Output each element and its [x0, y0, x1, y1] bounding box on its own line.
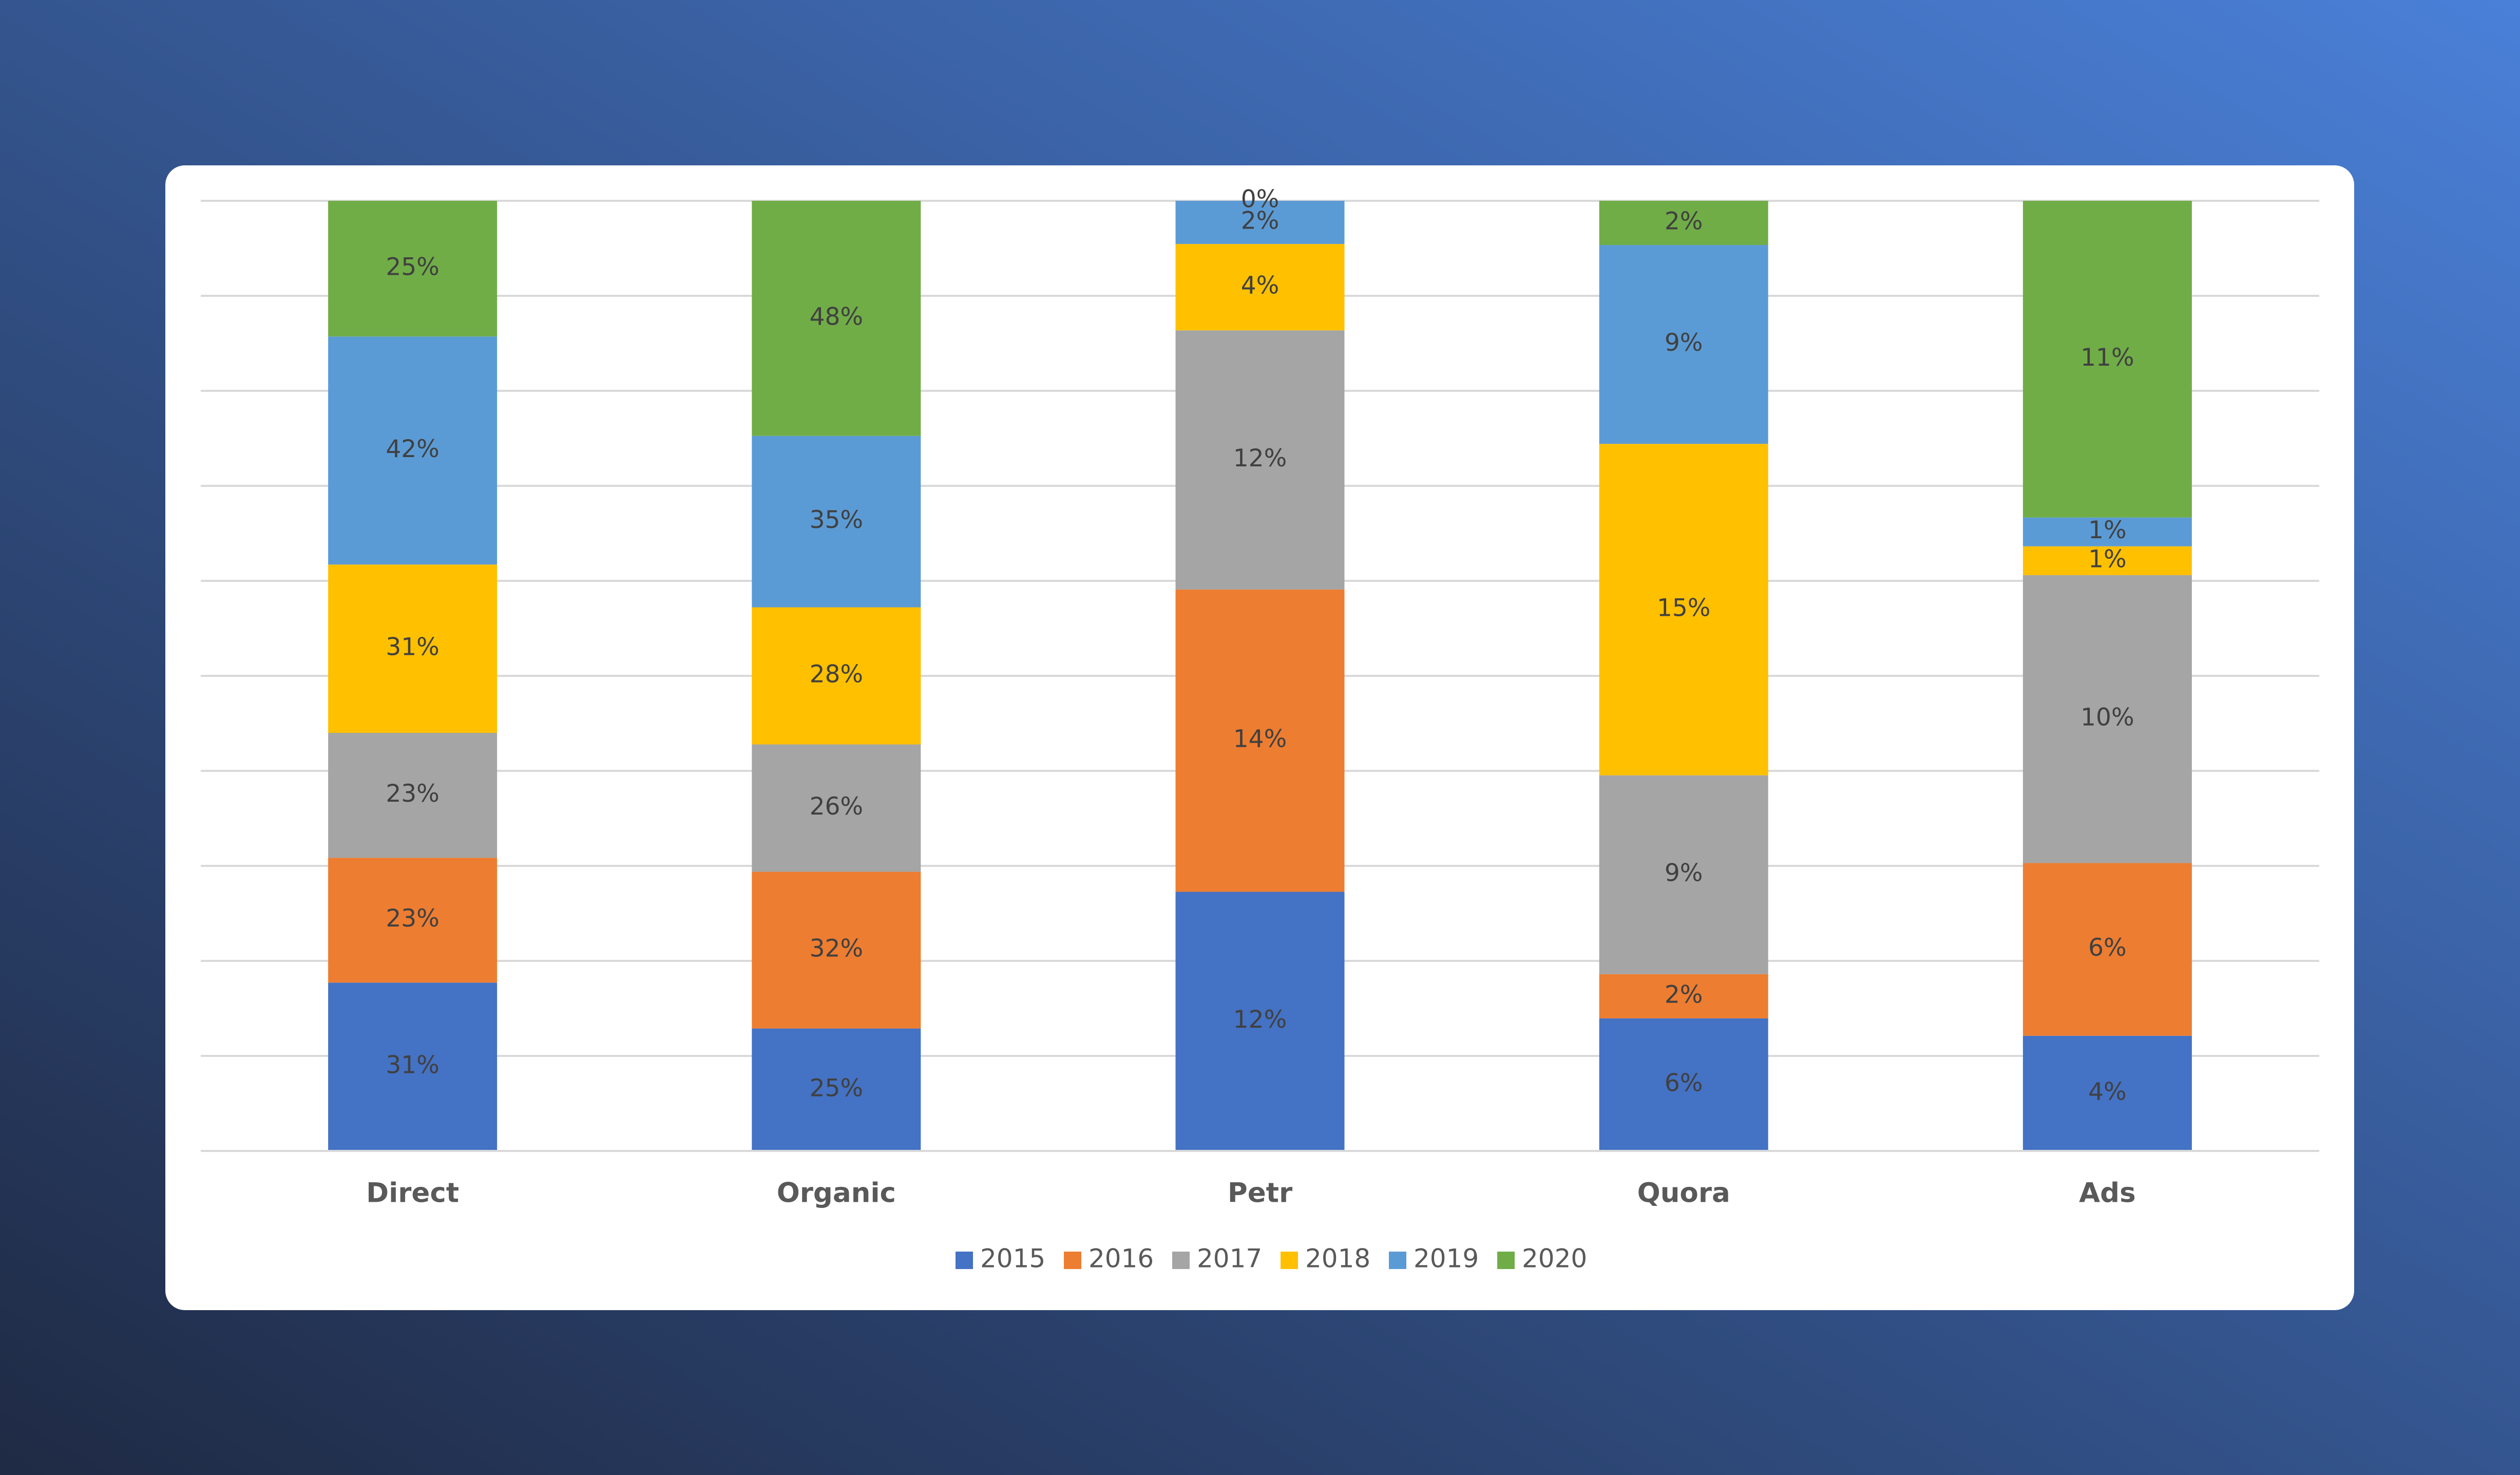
- bar-segment: [752, 607, 921, 745]
- bar-segment: [1599, 775, 1768, 974]
- data-label: 48%: [810, 302, 863, 331]
- bar-segment: [1175, 201, 1345, 244]
- data-label: 12%: [1233, 1006, 1287, 1034]
- x-tick-label: Organic: [777, 1178, 896, 1209]
- bar-segment: [1599, 974, 1768, 1018]
- bar-segment: [1599, 201, 1768, 245]
- bar-segment: [2022, 1035, 2192, 1151]
- bar-segment: [2022, 863, 2192, 1036]
- bar-segment: [1175, 330, 1345, 590]
- data-label: 4%: [2088, 1077, 2127, 1106]
- bar-segment: [1175, 589, 1345, 892]
- bar-segment: [328, 201, 498, 337]
- data-label: 31%: [386, 1051, 439, 1080]
- data-label: 15%: [1657, 594, 1710, 622]
- data-label: 28%: [810, 660, 863, 689]
- bar-segment: [2022, 546, 2192, 575]
- bar-segment: [328, 564, 498, 733]
- data-label: 10%: [2080, 704, 2134, 732]
- legend-swatch: [1497, 1252, 1515, 1269]
- bar-segment: [328, 982, 498, 1151]
- data-label: 14%: [1233, 725, 1287, 753]
- data-label: 12%: [1233, 444, 1287, 472]
- data-label: 0%: [1241, 185, 1280, 214]
- legend-swatch: [1389, 1252, 1406, 1269]
- bar-segment: [1175, 244, 1345, 331]
- bar-segment: [752, 201, 921, 436]
- x-tick-label: Quora: [1637, 1178, 1730, 1209]
- chart: 31% 23% 23% 31% 42% 25% Direct 25% 32% 26% 28% 35% 4…: [201, 185, 2319, 1274]
- legend-label: 2019: [1414, 1244, 1479, 1274]
- x-tick-label: Petr: [1228, 1178, 1292, 1209]
- bar-segment: [752, 744, 921, 872]
- x-tick-label: Ads: [2079, 1178, 2136, 1209]
- data-label: 11%: [2080, 344, 2134, 372]
- data-label: 35%: [810, 506, 863, 534]
- data-label: 6%: [2088, 934, 2127, 962]
- data-label: 32%: [810, 935, 863, 963]
- bar-segment: [2022, 575, 2192, 863]
- data-label: 23%: [386, 904, 439, 933]
- legend-label: 2016: [1089, 1244, 1154, 1274]
- bar-segment: [328, 336, 498, 565]
- legend-swatch: [956, 1252, 973, 1269]
- legend-label: 2018: [1305, 1244, 1370, 1274]
- bar-segment: [752, 1028, 921, 1151]
- data-label: 23%: [386, 780, 439, 808]
- data-label: 1%: [2088, 516, 2127, 544]
- data-label: 31%: [386, 633, 439, 661]
- bar-segment: [328, 858, 498, 983]
- legend-swatch: [1281, 1252, 1298, 1269]
- x-tick-label: Direct: [366, 1178, 459, 1209]
- legend-swatch: [1064, 1252, 1081, 1269]
- data-label: 25%: [810, 1074, 863, 1102]
- bar-segment: [2022, 517, 2192, 546]
- bar-segment: [752, 872, 921, 1029]
- bar-segment: [2022, 201, 2192, 518]
- bar-segment: [1599, 245, 1768, 444]
- bar-segment: [752, 436, 921, 608]
- data-label: 6%: [1665, 1069, 1703, 1097]
- legend-swatch: [1172, 1252, 1190, 1269]
- bar-segment: [1599, 1018, 1768, 1151]
- bar-segment: [1599, 444, 1768, 776]
- data-label: 9%: [1665, 859, 1703, 887]
- data-label: 2%: [1665, 207, 1703, 236]
- bar-segment: [1175, 892, 1345, 1151]
- data-label: 25%: [386, 253, 439, 281]
- data-label: 2%: [1241, 207, 1280, 235]
- legend-label: 2015: [980, 1244, 1045, 1274]
- data-label: 2%: [1665, 980, 1703, 1009]
- legend-label: 2020: [1522, 1244, 1587, 1274]
- data-label: 1%: [2088, 545, 2127, 573]
- bar-segment: [328, 733, 498, 858]
- legend-label: 2017: [1197, 1244, 1262, 1274]
- data-label: 26%: [810, 792, 863, 821]
- data-label: 4%: [1241, 272, 1280, 300]
- data-label: 42%: [386, 435, 439, 463]
- data-label: 9%: [1665, 329, 1703, 357]
